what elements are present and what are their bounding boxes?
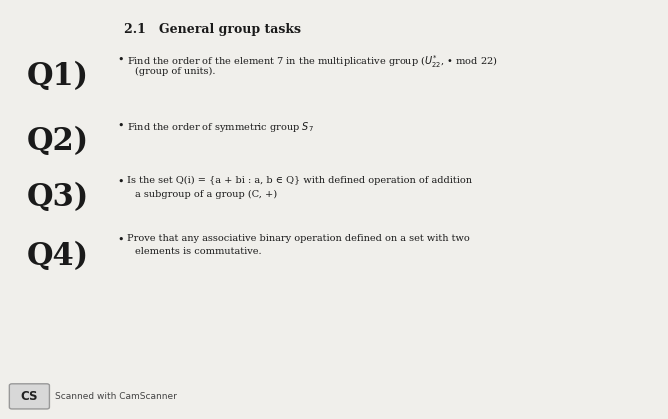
Text: Is the set Q(i) = {a + bi : a, b ∈ Q} with defined operation of addition: Is the set Q(i) = {a + bi : a, b ∈ Q} wi… — [127, 176, 472, 185]
Text: Q1): Q1) — [27, 61, 89, 92]
Text: •: • — [117, 177, 124, 187]
Text: CS: CS — [21, 390, 38, 403]
Text: Find the order of the element 7 in the multiplicative group ($U^{*}_{22}$, • mod: Find the order of the element 7 in the m… — [127, 54, 498, 70]
Text: •: • — [117, 121, 124, 131]
Text: •: • — [117, 235, 124, 245]
Text: Find the order of symmetric group $S_7$: Find the order of symmetric group $S_7$ — [127, 120, 314, 134]
Text: Q4): Q4) — [27, 241, 89, 272]
Text: a subgroup of a group (C, +): a subgroup of a group (C, +) — [135, 189, 277, 199]
Text: elements is commutative.: elements is commutative. — [135, 247, 262, 256]
Text: Q3): Q3) — [27, 182, 89, 213]
Text: Prove that any associative binary operation defined on a set with two: Prove that any associative binary operat… — [127, 234, 470, 243]
Text: 2.1   General group tasks: 2.1 General group tasks — [124, 23, 301, 36]
Text: Scanned with CamScanner: Scanned with CamScanner — [55, 392, 176, 401]
Text: (group of units).: (group of units). — [135, 67, 216, 76]
Text: •: • — [117, 54, 124, 65]
Text: Q2): Q2) — [27, 126, 89, 157]
FancyBboxPatch shape — [9, 384, 49, 409]
